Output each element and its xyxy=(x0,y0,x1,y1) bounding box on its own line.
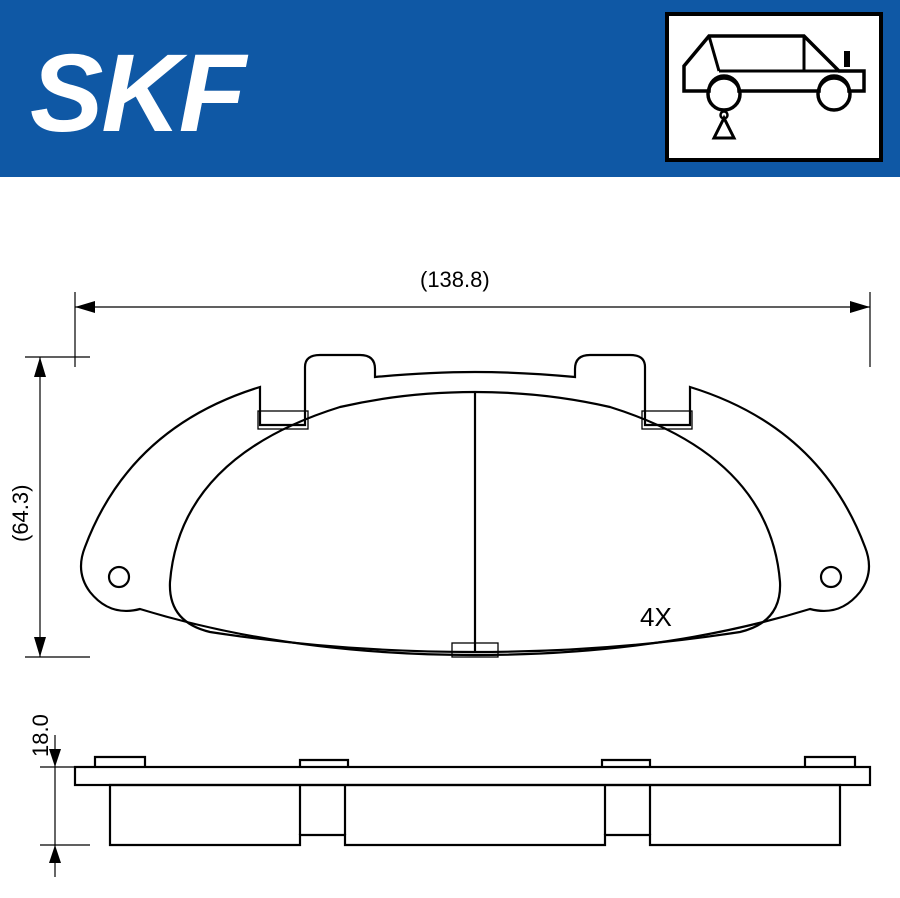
technical-drawing: (138.8) (64.3) 18.0 4X xyxy=(0,177,900,898)
header-band: SKF xyxy=(0,0,900,177)
position-icon-box xyxy=(665,12,883,162)
vehicle-front-axle-icon xyxy=(669,16,879,158)
brand-logo-text: SKF xyxy=(30,30,244,157)
brake-pad-front-view xyxy=(0,177,900,898)
